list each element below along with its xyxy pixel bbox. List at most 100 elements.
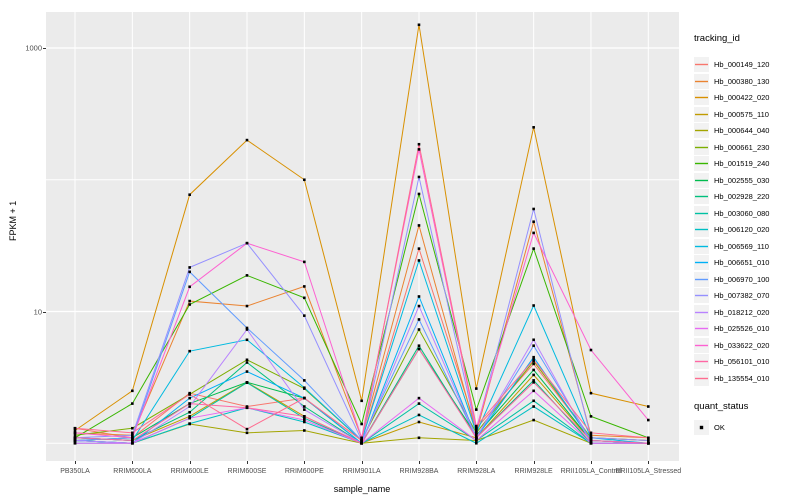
legend-item-label: Hb_033622_020 bbox=[714, 340, 770, 350]
x-tick-mark bbox=[590, 461, 592, 464]
legend-item-label: Hb_018212_020 bbox=[714, 307, 770, 317]
legend-item-label: Hb_006651_010 bbox=[714, 258, 770, 267]
legend-key-line-icon bbox=[694, 57, 709, 72]
data-point bbox=[589, 415, 593, 418]
x-tick-mark bbox=[304, 461, 306, 464]
data-point bbox=[131, 436, 134, 440]
legend-item-label: OK bbox=[714, 423, 725, 432]
data-point bbox=[73, 429, 77, 432]
data-point bbox=[417, 259, 421, 262]
x-tick-label-RRIM600SE: RRIM600SE bbox=[227, 468, 267, 475]
data-point bbox=[589, 439, 593, 442]
data-point bbox=[647, 418, 650, 422]
data-point bbox=[303, 418, 306, 422]
data-point bbox=[303, 429, 306, 432]
data-point bbox=[188, 415, 191, 418]
legend-item-label: Hb_001519_240 bbox=[714, 159, 770, 168]
data-point bbox=[647, 436, 650, 440]
legend-key-line-icon bbox=[694, 304, 709, 320]
data-point bbox=[188, 270, 191, 274]
data-point bbox=[475, 431, 478, 435]
legend-key-line-icon bbox=[694, 271, 709, 287]
y-axis-title: FPKM + 1 bbox=[8, 200, 18, 241]
data-point bbox=[475, 439, 478, 442]
data-point bbox=[303, 416, 306, 420]
data-point bbox=[417, 247, 421, 250]
legend-key-line-icon bbox=[694, 139, 709, 155]
data-point bbox=[73, 433, 77, 437]
data-point bbox=[417, 224, 421, 227]
data-point bbox=[360, 436, 363, 440]
plot-canvas bbox=[46, 12, 679, 461]
data-point bbox=[360, 399, 363, 403]
legend-item-label: Hb_006970_100 bbox=[714, 274, 770, 284]
data-point bbox=[245, 328, 249, 331]
data-point bbox=[589, 391, 593, 395]
legend-title-quant-status: quant_status bbox=[694, 401, 749, 412]
data-point bbox=[532, 379, 535, 382]
legend-key-line-icon bbox=[694, 337, 709, 353]
legend-item-label: Hb_000422_020 bbox=[714, 93, 770, 102]
legend-key-line-icon bbox=[694, 172, 709, 188]
data-point bbox=[303, 285, 306, 288]
data-point bbox=[417, 304, 421, 308]
legend-title-tracking-id: tracking_id bbox=[694, 33, 740, 44]
data-point bbox=[303, 296, 306, 300]
x-tick-mark bbox=[361, 461, 363, 464]
data-point bbox=[417, 142, 421, 146]
x-tick-mark bbox=[246, 461, 248, 464]
data-point bbox=[532, 373, 535, 377]
data-point bbox=[532, 418, 535, 422]
x-tick-label-RRIM600LA: RRIM600LA bbox=[113, 468, 152, 475]
x-tick-mark bbox=[132, 461, 134, 464]
legend-key-line-icon bbox=[694, 288, 709, 303]
data-point bbox=[475, 433, 478, 437]
data-point bbox=[475, 426, 478, 430]
data-point bbox=[188, 393, 191, 396]
x-tick-label-RRII105LA_Stressed: RRII105LA_Stressed bbox=[615, 468, 682, 475]
data-point bbox=[245, 304, 249, 308]
plot-panel bbox=[46, 12, 679, 461]
data-point bbox=[245, 361, 249, 364]
data-point bbox=[417, 420, 421, 424]
data-point bbox=[303, 415, 306, 418]
data-point bbox=[532, 355, 535, 359]
data-point bbox=[532, 304, 535, 307]
legend-key-line-icon bbox=[694, 73, 709, 89]
data-point bbox=[188, 402, 191, 405]
data-point bbox=[245, 138, 249, 142]
data-point bbox=[532, 247, 535, 250]
data-point bbox=[188, 303, 191, 306]
data-point bbox=[532, 405, 535, 408]
legend-key-line-icon bbox=[694, 189, 709, 204]
y-tick-label: 10 bbox=[33, 307, 42, 316]
data-point bbox=[417, 344, 421, 348]
data-point bbox=[131, 441, 134, 445]
data-point bbox=[417, 413, 421, 417]
data-point bbox=[417, 347, 421, 351]
data-point bbox=[532, 368, 535, 372]
legend-item-label: Hb_135554_010 bbox=[714, 373, 770, 383]
data-point bbox=[589, 348, 593, 352]
data-point bbox=[245, 370, 249, 373]
data-point bbox=[188, 396, 191, 400]
data-point bbox=[245, 406, 249, 410]
data-point bbox=[188, 349, 191, 353]
data-point bbox=[532, 399, 535, 403]
data-point bbox=[245, 326, 249, 330]
ok-square-icon bbox=[694, 420, 709, 435]
legend-item-label: Hb_002928_220 bbox=[714, 192, 770, 201]
x-tick-mark bbox=[75, 461, 76, 464]
legend-item-label: Hb_056101_010 bbox=[714, 357, 770, 366]
x-tick-label-PB350LA: PB350LA bbox=[60, 468, 90, 475]
legend-item-label: Hb_006120_020 bbox=[714, 225, 770, 234]
data-point bbox=[73, 436, 77, 440]
data-point bbox=[360, 422, 363, 426]
legend-item-label: Hb_003060_080 bbox=[714, 208, 770, 218]
data-point bbox=[589, 441, 593, 445]
data-point bbox=[188, 416, 191, 420]
data-point bbox=[188, 422, 191, 425]
x-tick-label-RRIM901LA: RRIM901LA bbox=[342, 468, 381, 475]
data-point bbox=[417, 295, 421, 298]
legend-key-line-icon bbox=[694, 106, 709, 122]
